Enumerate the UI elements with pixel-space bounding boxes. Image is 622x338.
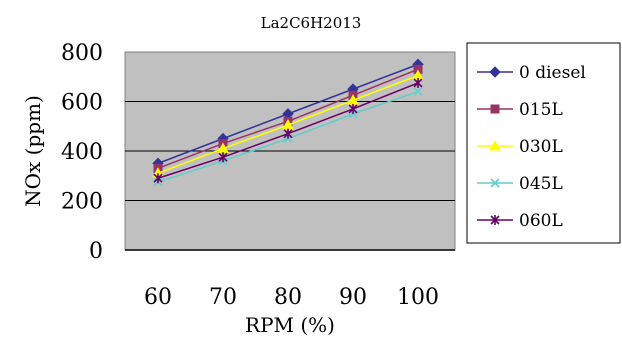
x-tick-label: 70: [209, 285, 237, 310]
y-tick-label: 0: [89, 239, 103, 264]
legend-label: 045L: [519, 174, 563, 194]
data-point: [413, 77, 423, 88]
y-tick-label: 400: [61, 140, 103, 165]
y-tick-label: 800: [61, 41, 103, 66]
legend-label: 030L: [519, 137, 563, 157]
legend-item: 015L: [477, 100, 563, 120]
y-axis-ticks: 0 200 400 600 800: [61, 41, 103, 264]
data-point: [348, 103, 358, 114]
x-tick-label: 90: [339, 285, 367, 310]
legend-label: 060L: [519, 211, 563, 231]
y-axis-label: NOx (ppm): [21, 95, 45, 207]
legend-item: 0 diesel: [477, 63, 586, 83]
legend-marker: [489, 139, 501, 151]
y-tick-label: 600: [61, 91, 103, 116]
legend-marker: [489, 66, 501, 78]
legend-label: 015L: [519, 100, 563, 120]
data-point: [413, 87, 423, 97]
series-5: [153, 77, 423, 184]
y-tick-label: 200: [61, 190, 103, 215]
x-tick-label: 100: [397, 285, 439, 310]
legend-item: 030L: [477, 137, 563, 157]
legend: [466, 42, 621, 244]
series-layer: [152, 58, 424, 187]
data-point: [218, 152, 228, 163]
x-axis-ticks: 60 70 80 90 100: [144, 285, 439, 310]
legend-marker: [490, 104, 500, 114]
legend-marker: [490, 215, 500, 225]
data-point: [283, 128, 293, 139]
legend-marker: [490, 178, 500, 188]
legend-item: 045L: [477, 174, 563, 194]
legend-items: 0 diesel 015L 030L 045L 060L: [477, 63, 586, 231]
x-tick-label: 80: [274, 285, 302, 310]
x-axis-label: RPM (%): [245, 313, 335, 337]
legend-item: 060L: [477, 211, 563, 231]
x-tick-label: 60: [144, 285, 172, 310]
gridlines: [125, 101, 455, 251]
chart-title: La2C6H2013: [261, 14, 362, 32]
data-point: [153, 173, 163, 184]
legend-label: 0 diesel: [519, 63, 586, 83]
